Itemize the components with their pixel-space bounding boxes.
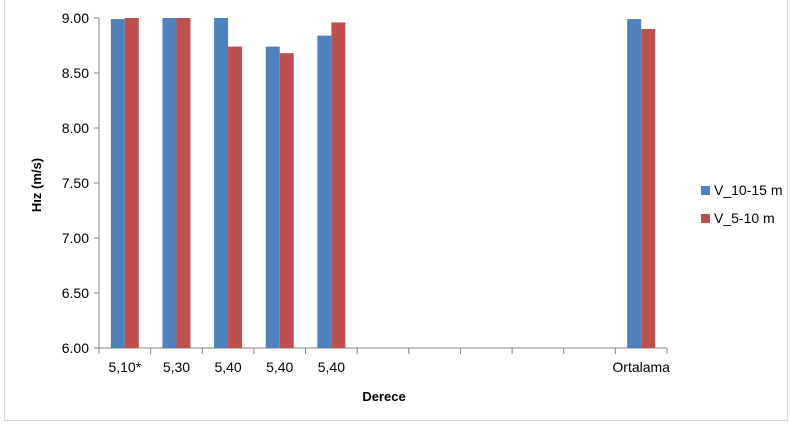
bar xyxy=(317,35,332,348)
legend: V_10-15 m V_5-10 m xyxy=(701,182,782,226)
bar xyxy=(110,19,125,348)
bar-chart: 6.00 6.50 7.00 7.50 8.00 8.50 9.00 5,10* 5,30 5,4… xyxy=(29,10,782,404)
x-axis-label: Derece xyxy=(362,389,405,404)
y-tick-label: 8.00 xyxy=(62,120,89,136)
y-tick-label: 7.50 xyxy=(62,175,89,191)
bar xyxy=(228,46,243,348)
bar xyxy=(124,18,139,348)
y-tick-label: 9.00 xyxy=(62,10,89,26)
legend-label: V_10-15 m xyxy=(714,182,782,198)
bar xyxy=(331,22,346,349)
bar xyxy=(265,46,280,348)
y-tick-label: 7.00 xyxy=(62,230,89,246)
y-axis-label: Hız (m/s) xyxy=(29,158,44,212)
bar xyxy=(214,18,229,348)
y-tick-label: 6.50 xyxy=(62,285,89,301)
bar xyxy=(176,18,191,348)
x-tick-label: 5,10* xyxy=(108,359,141,375)
bar xyxy=(641,29,656,348)
bar xyxy=(279,53,294,348)
y-tick-label: 8.50 xyxy=(62,65,89,81)
legend-swatch xyxy=(701,186,710,195)
axes xyxy=(94,17,668,354)
x-tick-label: 5,40 xyxy=(266,359,293,375)
x-tick-label: 5,40 xyxy=(214,359,241,375)
x-tick-label: 5,30 xyxy=(163,359,190,375)
chart-frame: 6.00 6.50 7.00 7.50 8.00 8.50 9.00 5,10* 5,30 5,4… xyxy=(4,0,788,421)
x-tick-label: 5,40 xyxy=(318,359,345,375)
tick-labels: 6.00 6.50 7.00 7.50 8.00 8.50 9.00 5,10* 5,30 5,4… xyxy=(62,10,670,375)
bars xyxy=(110,18,656,349)
bar xyxy=(162,18,177,348)
bar xyxy=(627,19,642,348)
x-tick-label: Ortalama xyxy=(612,359,670,375)
legend-label: V_5-10 m xyxy=(714,210,775,226)
y-tick-label: 6.00 xyxy=(62,340,89,356)
legend-swatch xyxy=(701,214,710,223)
